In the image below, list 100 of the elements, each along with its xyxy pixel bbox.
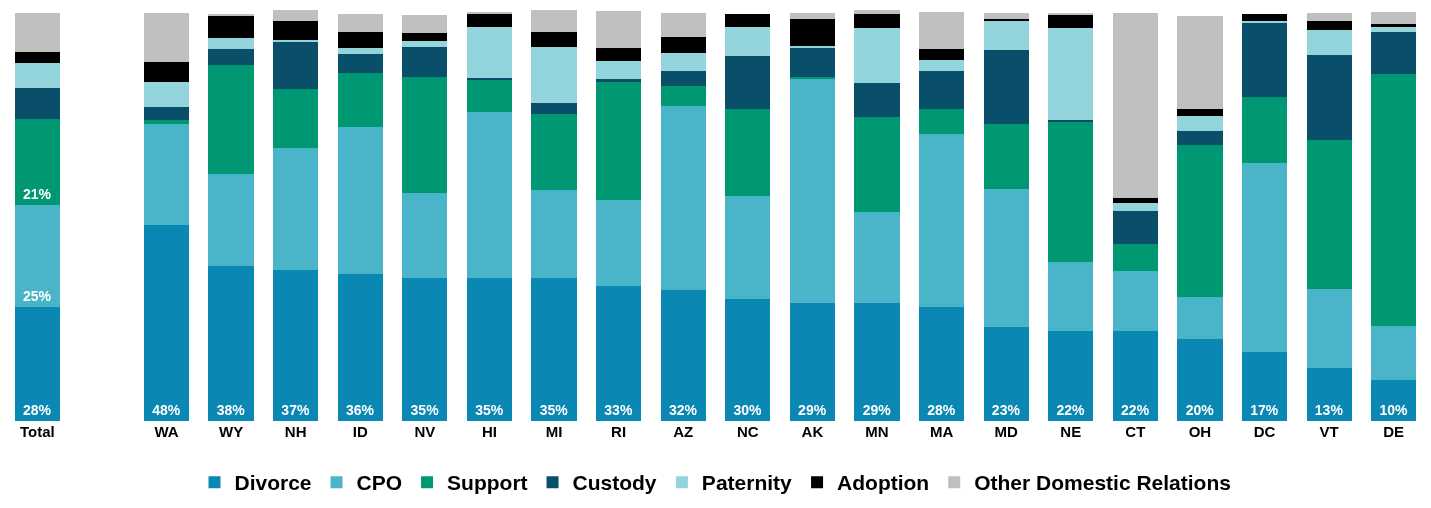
data-label: 20% [1185, 402, 1215, 418]
bar [1112, 203, 1158, 212]
bar [1241, 20, 1288, 23]
bar [531, 189, 577, 279]
bar [1371, 326, 1417, 381]
bar [273, 20, 319, 40]
data-label: 28% [927, 402, 956, 418]
bar [337, 54, 383, 74]
x-tick-label: AZ [673, 423, 694, 440]
bar [531, 47, 577, 104]
bar [1306, 12, 1352, 22]
bar [273, 41, 319, 89]
x-tick-label: MA [929, 423, 954, 440]
legend-label: Custody [572, 471, 657, 495]
x-tick-label: MI [545, 423, 563, 440]
x-tick-label: DE [1383, 423, 1405, 440]
legend-label: CPO [356, 471, 403, 495]
bar [1371, 74, 1417, 327]
bar [1371, 32, 1417, 75]
data-label: 37% [281, 402, 310, 418]
bar [596, 200, 642, 287]
bar [1112, 198, 1158, 204]
x-tick-label: WA [154, 423, 179, 440]
bar [1112, 331, 1158, 421]
bar [1048, 122, 1094, 263]
bar [660, 13, 706, 38]
bar [531, 10, 577, 33]
bar [918, 11, 965, 49]
bar [143, 81, 190, 107]
data-label: 38% [216, 402, 246, 418]
bar [854, 10, 900, 15]
bar [1048, 262, 1094, 332]
bar [208, 265, 254, 421]
bar [789, 302, 835, 421]
data-label: 13% [1314, 402, 1344, 418]
bar [1112, 244, 1158, 272]
bar [854, 83, 900, 117]
bar [1241, 22, 1288, 97]
legend-label: Support [447, 471, 528, 495]
legend-label: Paternity [701, 471, 793, 495]
bar [337, 127, 383, 275]
bar [983, 189, 1029, 328]
bar [1048, 15, 1094, 29]
x-tick-label: NC [736, 423, 759, 440]
bar [466, 80, 513, 113]
bar [1371, 27, 1417, 33]
bar [918, 133, 965, 307]
bar [337, 47, 383, 55]
bar [273, 147, 319, 270]
bar [273, 39, 319, 42]
bar [143, 61, 190, 82]
data-label: 36% [345, 402, 375, 418]
bar [208, 16, 254, 39]
bar [14, 52, 60, 64]
bar [596, 79, 642, 83]
x-tick-label: DC [1253, 423, 1276, 440]
legend-label: Divorce [234, 471, 312, 495]
bar [531, 278, 577, 421]
bar [337, 32, 383, 48]
bar [1048, 120, 1094, 123]
bar [208, 174, 254, 266]
data-label: 32% [668, 402, 698, 418]
bar [918, 108, 965, 134]
x-tick-label: NE [1060, 423, 1082, 440]
bar [789, 77, 835, 80]
data-label: 22% [1121, 402, 1150, 418]
data-label: 33% [604, 402, 633, 418]
x-tick-label: MN [865, 423, 889, 440]
data-label: 30% [733, 402, 763, 418]
bar [14, 204, 60, 307]
bar [337, 274, 383, 421]
bar [1177, 116, 1223, 132]
x-tick-label: RI [611, 423, 627, 440]
bar [660, 37, 706, 54]
bar [466, 112, 513, 279]
bar [725, 26, 771, 56]
bar [1306, 139, 1352, 289]
bar [466, 78, 513, 81]
x-tick-label: WY [218, 423, 244, 440]
bar [208, 38, 254, 50]
bar [983, 21, 1029, 51]
x-tick-label: NH [284, 423, 307, 440]
bar [273, 88, 319, 148]
bar [854, 212, 900, 303]
data-label: 35% [539, 402, 569, 418]
bar [660, 105, 706, 291]
bar [1112, 13, 1158, 199]
bar [983, 50, 1029, 125]
data-label: 48% [152, 402, 181, 418]
bar [14, 118, 60, 205]
bar [918, 306, 965, 421]
bar [983, 19, 1029, 22]
bar [725, 13, 771, 27]
bar [143, 225, 190, 421]
bar [466, 12, 513, 15]
data-label: 28% [23, 402, 52, 418]
bar [854, 302, 900, 421]
bar [789, 13, 835, 20]
bar [1177, 131, 1223, 146]
bar [789, 48, 835, 78]
